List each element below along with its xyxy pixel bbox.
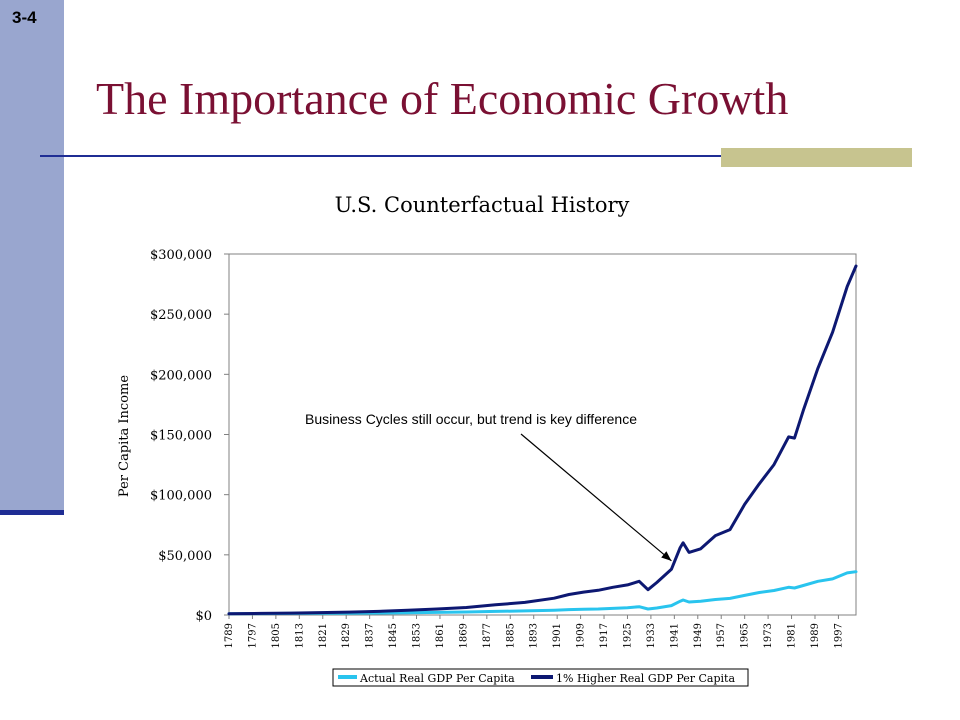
plot-area <box>228 253 857 616</box>
x-tick-label: 1989 <box>810 623 821 648</box>
x-tick-label: 1869 <box>458 623 469 648</box>
chart-title: U.S. Counterfactual History <box>335 193 630 217</box>
x-tick-label: 1853 <box>412 623 423 648</box>
y-tick-label: $300,000 <box>150 248 212 263</box>
x-tick-label: 1901 <box>552 623 563 648</box>
series-line-higher <box>227 264 858 616</box>
x-tick-label: 1965 <box>740 623 751 648</box>
x-tick-label: 1861 <box>435 623 446 648</box>
x-axis: 1789 1797 1805 1813 1821 1829 1837 1845 1853 1861… <box>224 615 844 648</box>
x-tick-label: 1981 <box>787 623 798 648</box>
legend-label-higher: 1% Higher Real GDP Per Capita <box>556 672 735 685</box>
slide-title: The Importance of Economic Growth <box>96 73 789 124</box>
annotation-arrowhead <box>661 551 672 561</box>
series-layer <box>227 264 858 616</box>
x-tick-label: 1909 <box>576 623 587 648</box>
x-tick-label: 1933 <box>646 623 657 648</box>
x-tick-label: 1829 <box>341 623 352 648</box>
series-line-actual <box>227 570 858 616</box>
y-tick-label: $100,000 <box>150 489 212 504</box>
chart-annotation: Business Cycles still occur, but trend i… <box>305 411 637 427</box>
y-axis: $0 $50,000 $100,000 $150,000 $200,000 $250,00… <box>150 248 229 624</box>
x-tick-label: 1957 <box>716 623 727 648</box>
x-tick-label: 1797 <box>247 623 258 648</box>
x-tick-label: 1893 <box>529 623 540 648</box>
x-tick-label: 1837 <box>365 623 376 648</box>
x-tick-label: 1925 <box>622 623 633 648</box>
y-tick-label: $150,000 <box>150 429 212 444</box>
x-tick-label: 1805 <box>271 623 282 648</box>
y-tick-label: $50,000 <box>158 549 212 564</box>
x-tick-label: 1813 <box>294 623 305 648</box>
x-tick-label: 1885 <box>505 623 516 648</box>
x-tick-label: 1941 <box>669 623 680 648</box>
annotation-arrow <box>520 433 672 562</box>
title-underline <box>40 155 912 157</box>
y-tick-label: $0 <box>195 609 212 624</box>
sidebar-edge-line <box>0 510 64 515</box>
y-tick-label: $250,000 <box>150 308 212 323</box>
x-tick-label: 1997 <box>833 623 844 648</box>
y-tick-label: $200,000 <box>150 368 212 383</box>
y-axis-title: Per Capita Income <box>117 375 132 497</box>
x-tick-label: 1973 <box>763 623 774 648</box>
slide-number: 3-4 <box>12 8 37 27</box>
x-tick-label: 1949 <box>693 623 704 648</box>
x-tick-label: 1821 <box>318 623 329 648</box>
sidebar-band <box>0 0 64 512</box>
legend: Actual Real GDP Per Capita 1% Higher Rea… <box>332 668 749 687</box>
legend-label-actual: Actual Real GDP Per Capita <box>359 672 515 685</box>
annotation-group: Business Cycles still occur, but trend i… <box>305 411 672 562</box>
x-tick-label: 1877 <box>482 623 493 648</box>
x-tick-label: 1789 <box>224 623 235 648</box>
x-tick-label: 1917 <box>599 623 610 648</box>
title-accent-block <box>721 148 912 167</box>
x-tick-label: 1845 <box>388 623 399 648</box>
